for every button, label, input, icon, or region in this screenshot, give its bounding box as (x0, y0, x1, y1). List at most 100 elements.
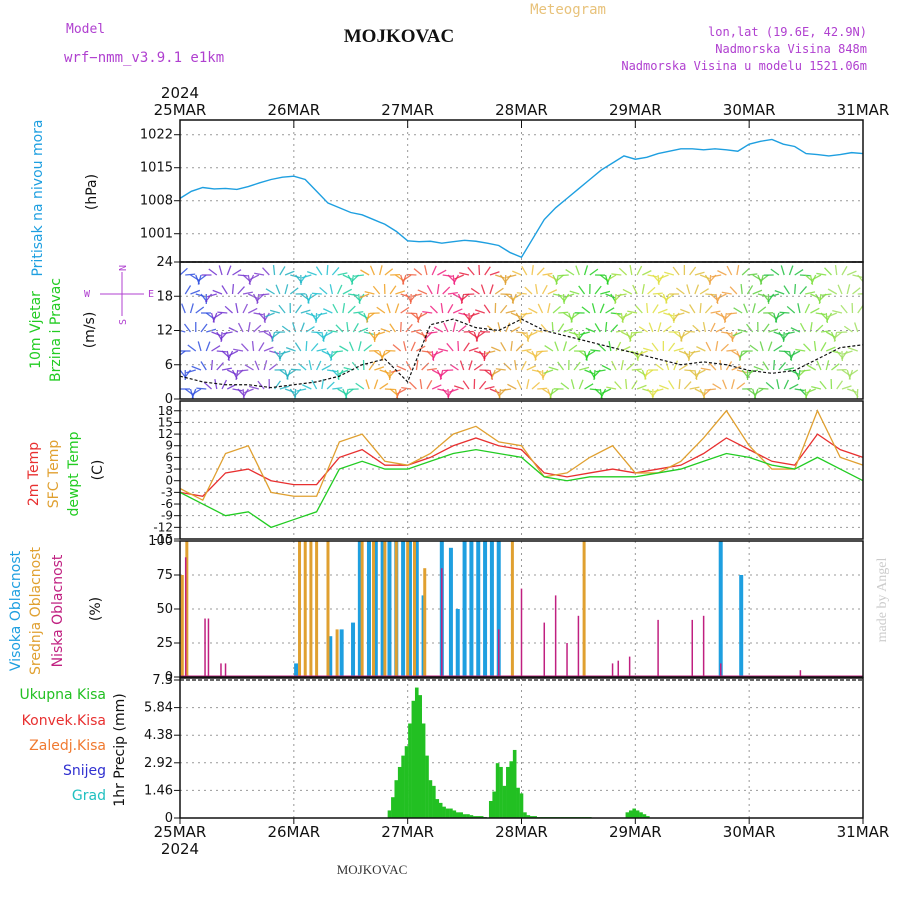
wind-barb (715, 341, 719, 352)
wind-barb (657, 322, 662, 333)
wind-barb (311, 379, 318, 390)
wind-barb (315, 312, 318, 324)
wind-barb (379, 382, 389, 390)
high-cloud-bar (328, 636, 333, 677)
low-cloud-bar (184, 557, 187, 677)
wind-barb (769, 293, 780, 298)
wind-barb (680, 308, 690, 314)
wind-barb (583, 265, 589, 276)
wind-barb (578, 379, 584, 390)
wind-barb (321, 379, 325, 390)
precip-bar (632, 808, 636, 818)
wind-barb (825, 312, 833, 322)
low-cloud-bar (520, 588, 523, 677)
wind-barb (438, 348, 449, 352)
wind-barb (395, 290, 406, 295)
y-tick-label: 4.38 (144, 728, 173, 743)
wind-barb (327, 369, 338, 373)
wind-barb (684, 330, 695, 333)
precip-bar (642, 814, 647, 818)
wind-barb (389, 323, 396, 333)
wind-barb (463, 330, 474, 333)
wind-barb (506, 274, 517, 279)
precip-bar (449, 808, 453, 818)
y-tick-label: 0 (165, 670, 173, 685)
wind-barb (605, 307, 615, 314)
wind-barb (548, 366, 559, 371)
wind-barb (721, 331, 732, 335)
wind-barb (521, 348, 532, 352)
precip-bar (401, 755, 405, 818)
wind-barb (690, 350, 701, 354)
wind-barb (762, 323, 770, 333)
wind-barb (222, 331, 233, 335)
wind-barb (224, 305, 233, 314)
x-tick-label-top: 29MAR (609, 101, 662, 119)
precip-unit: 1hr Precip (mm) (112, 693, 128, 806)
wind-barb (652, 304, 659, 314)
wind-barb (196, 387, 207, 390)
wind-barb (621, 312, 628, 323)
wind-barb (419, 379, 423, 390)
wind-barb (184, 285, 192, 295)
wind-barb (700, 367, 711, 371)
wind-barb (180, 312, 181, 313)
precip-bar (529, 816, 534, 818)
wind-barb (692, 324, 701, 333)
wind-barb (410, 341, 416, 352)
wind-barb (505, 322, 511, 333)
wind-barb (442, 286, 451, 295)
wind-barb (392, 344, 402, 352)
mid-cloud-bar (582, 541, 586, 677)
wind-barb (544, 345, 554, 352)
wind-barb (427, 331, 438, 335)
wind-barb (491, 369, 501, 376)
wind-barb (345, 388, 354, 396)
wind-barb (594, 285, 602, 295)
wind-barb (757, 293, 768, 298)
wind-barb (652, 292, 663, 295)
wind-barb (218, 265, 223, 276)
wind-barb (443, 369, 454, 372)
wind-barb (620, 360, 624, 371)
precip-bar (455, 812, 460, 818)
wind-barb (254, 360, 260, 371)
precip-bar (488, 800, 493, 818)
wind-barb (379, 369, 390, 374)
wind-barb (729, 286, 738, 295)
wind-barb (804, 388, 812, 398)
altitude-text: Nadmorska Visina 848m (715, 42, 867, 56)
y-tick-label: 6 (165, 358, 173, 373)
y-tick-label: 7.3 (152, 673, 173, 688)
wind-barb (296, 388, 307, 392)
wind-barb (604, 321, 608, 333)
wind-barb (672, 266, 680, 276)
precip-bar (469, 815, 474, 818)
year-top: 2024 (161, 84, 199, 102)
wind-barb (765, 381, 775, 390)
wind-barb (689, 266, 697, 276)
wind-barb (780, 265, 785, 276)
wind-barb (789, 383, 799, 390)
temp-unit: (C) (90, 460, 106, 481)
precip-bar (476, 816, 481, 818)
y-tick-label: 1015 (140, 161, 173, 176)
legend-snow: Snijeg (63, 763, 106, 779)
wind-barb (317, 312, 328, 316)
wind-barb (726, 312, 737, 315)
wind-barb (189, 303, 194, 314)
wind-barb (439, 369, 449, 377)
wind-barb (231, 283, 235, 295)
x-tick-label-bottom: 25MAR (154, 823, 207, 841)
wind-barb (248, 385, 259, 390)
wind-barb (709, 274, 712, 286)
wind-barb (694, 284, 700, 295)
wind-barb (337, 272, 348, 276)
wind-barb (432, 350, 439, 361)
mid-cloud-bar (423, 568, 427, 677)
wind-barb (778, 362, 786, 371)
wind-barb (212, 289, 223, 295)
precip-bar (526, 815, 531, 818)
wind-barb (489, 271, 500, 276)
